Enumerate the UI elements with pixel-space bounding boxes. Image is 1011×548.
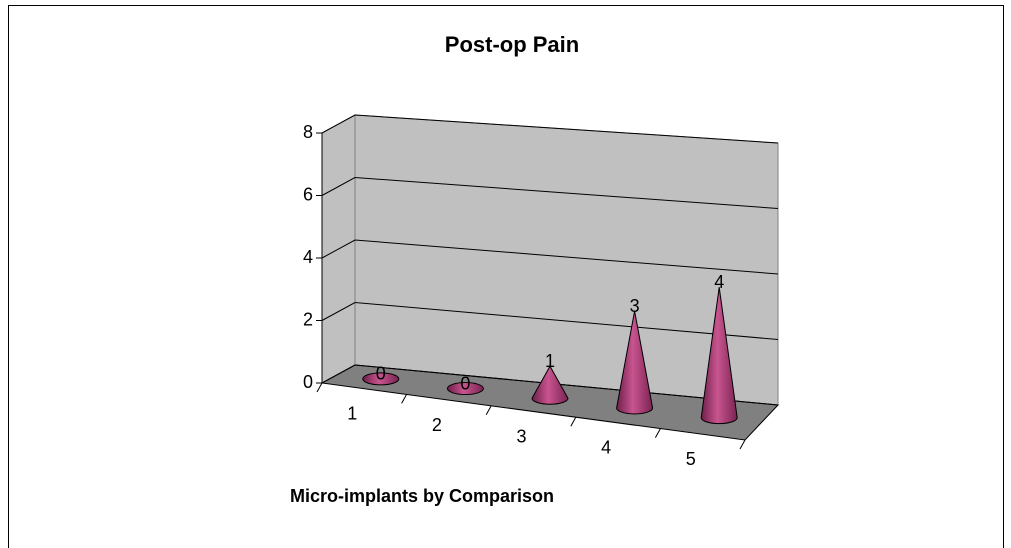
data-label: 3 — [630, 296, 640, 316]
x-tick-label: 4 — [601, 438, 611, 458]
x-tick-label: 3 — [516, 426, 526, 446]
x-axis-title: Micro-implants by Comparison — [290, 486, 554, 506]
data-label: 1 — [545, 351, 555, 371]
x-tick-label: 1 — [347, 403, 357, 423]
y-tick-label: 8 — [303, 122, 313, 142]
cone — [446, 382, 484, 396]
data-label: 4 — [714, 272, 724, 292]
chart-title: Post-op Pain — [445, 32, 579, 57]
data-label: 0 — [460, 373, 470, 393]
x-tick — [570, 416, 577, 427]
y-tick-label: 2 — [303, 309, 313, 329]
x-tick — [485, 405, 492, 416]
cone — [531, 365, 569, 405]
x-tick — [654, 428, 661, 438]
y-tick-label: 4 — [303, 247, 313, 267]
y-tick-label: 6 — [303, 184, 313, 204]
grid-line — [321, 239, 779, 275]
cone — [616, 310, 654, 415]
x-tick-label: 2 — [432, 415, 442, 435]
y-tick-label: 0 — [303, 372, 313, 392]
x-tick — [316, 382, 323, 393]
x-tick — [401, 394, 408, 404]
cone — [700, 287, 738, 425]
x-tick — [739, 439, 746, 450]
grid-line — [321, 176, 779, 209]
grid-line — [321, 114, 779, 144]
x-tick-label: 5 — [686, 449, 696, 469]
data-label: 0 — [376, 364, 386, 384]
cone — [362, 372, 400, 386]
